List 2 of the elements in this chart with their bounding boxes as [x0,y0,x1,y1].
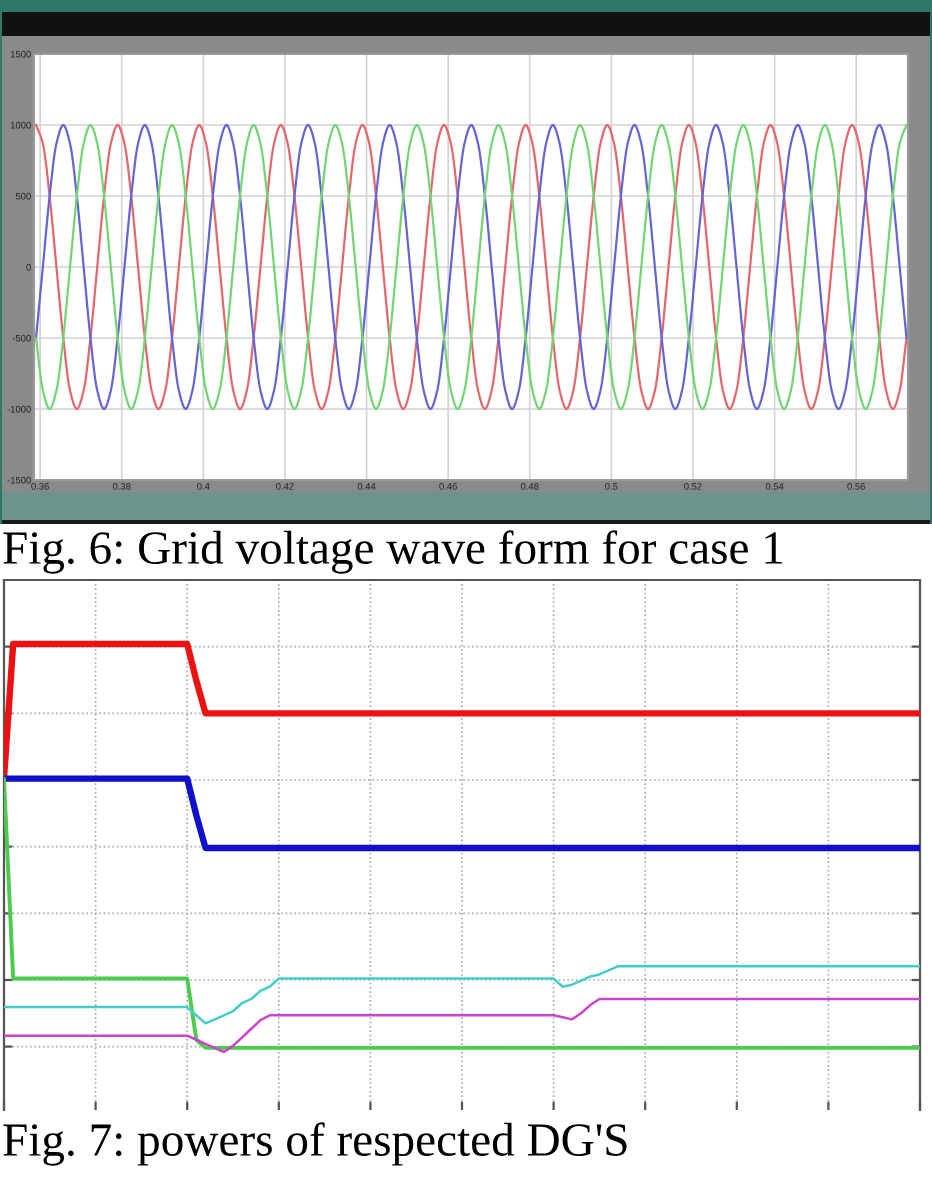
text: Fig. 6: Grid voltage wave form for case 1 [3,530,783,574]
text: Fig. 7: powers of respected DG'S [3,1122,627,1166]
